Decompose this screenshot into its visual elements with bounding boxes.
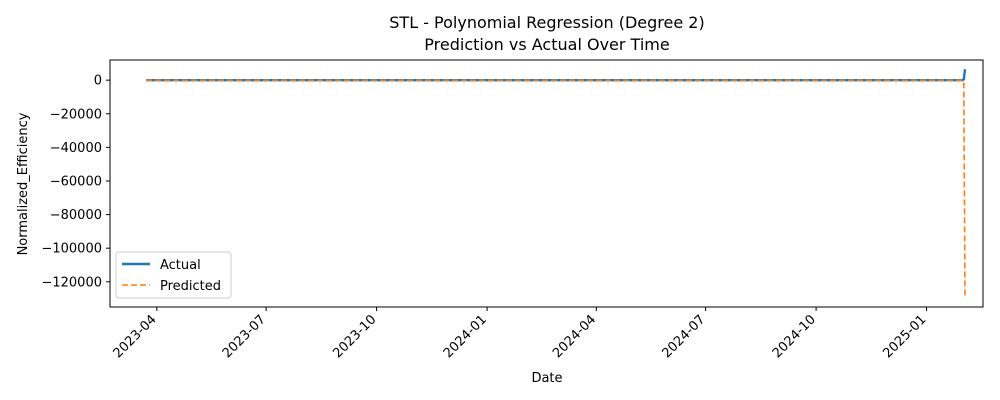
- y-tick-label: −20000: [50, 107, 102, 122]
- y-tick-label: −40000: [50, 141, 102, 156]
- y-tick-label: 0: [94, 74, 102, 89]
- x-tick-label: 2023-07: [220, 312, 269, 361]
- plot-area: 0 −20000 −40000 −60000 −80000 −100000 −120000 2…: [41, 59, 984, 361]
- series-line-predicted: [146, 79, 966, 297]
- x-tick-label: 2023-10: [330, 312, 379, 361]
- x-tick-label: 2023-04: [111, 312, 160, 361]
- x-tick-label: 2024-10: [770, 312, 819, 361]
- series-line-actual: [146, 69, 967, 82]
- x-tick-label: 2024-07: [659, 312, 708, 361]
- x-tick-label: 2024-04: [550, 312, 599, 361]
- y-tick-label: −80000: [50, 208, 102, 223]
- y-tick-label: −100000: [41, 242, 102, 257]
- x-tick-label: 2025-01: [880, 312, 929, 361]
- y-tick-label: −120000: [41, 275, 102, 290]
- x-tick-label: 2024-01: [441, 312, 490, 361]
- chart-title: STL - Polynomial Regression (Degree 2): [389, 13, 704, 32]
- axes-frame: [109, 59, 984, 308]
- legend-label-predicted: Predicted: [160, 279, 221, 294]
- y-axis-label: Normalized_Efficiency: [16, 112, 31, 255]
- legend-label-actual: Actual: [160, 258, 201, 273]
- x-axis-label: Date: [531, 371, 562, 386]
- y-tick-label: −60000: [50, 174, 102, 189]
- chart-subtitle: Prediction vs Actual Over Time: [424, 35, 669, 54]
